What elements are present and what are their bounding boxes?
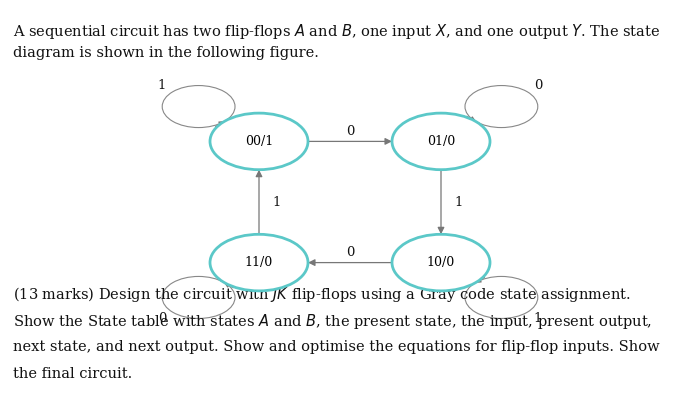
Text: (13 marks) Design the circuit with $JK$ flip-flops using a Gray code state assig: (13 marks) Design the circuit with $JK$ … — [13, 285, 630, 304]
Text: 11/0: 11/0 — [245, 256, 273, 269]
Text: 0: 0 — [158, 312, 166, 325]
Text: 1: 1 — [454, 196, 463, 208]
Circle shape — [392, 113, 490, 170]
Text: 10/0: 10/0 — [427, 256, 455, 269]
Circle shape — [210, 113, 308, 170]
Text: 1: 1 — [272, 196, 281, 208]
Text: 01/0: 01/0 — [427, 135, 455, 148]
Text: Show the State table with states $A$ and $B$, the present state, the input, pres: Show the State table with states $A$ and… — [13, 312, 652, 331]
Text: 0: 0 — [534, 79, 542, 92]
Text: next state, and next output. Show and optimise the equations for flip-flop input: next state, and next output. Show and op… — [13, 340, 659, 354]
Text: A sequential circuit has two flip-flops $A$ and $B$, one input $X$, and one outp: A sequential circuit has two flip-flops … — [13, 22, 660, 41]
Text: 0: 0 — [346, 125, 354, 138]
Text: diagram is shown in the following figure.: diagram is shown in the following figure… — [13, 46, 318, 61]
Circle shape — [392, 234, 490, 291]
Circle shape — [210, 234, 308, 291]
Text: the final circuit.: the final circuit. — [13, 367, 132, 381]
Text: 0: 0 — [346, 246, 354, 259]
Text: 00/1: 00/1 — [245, 135, 273, 148]
Text: 1: 1 — [158, 79, 166, 92]
Text: 1: 1 — [534, 312, 542, 325]
